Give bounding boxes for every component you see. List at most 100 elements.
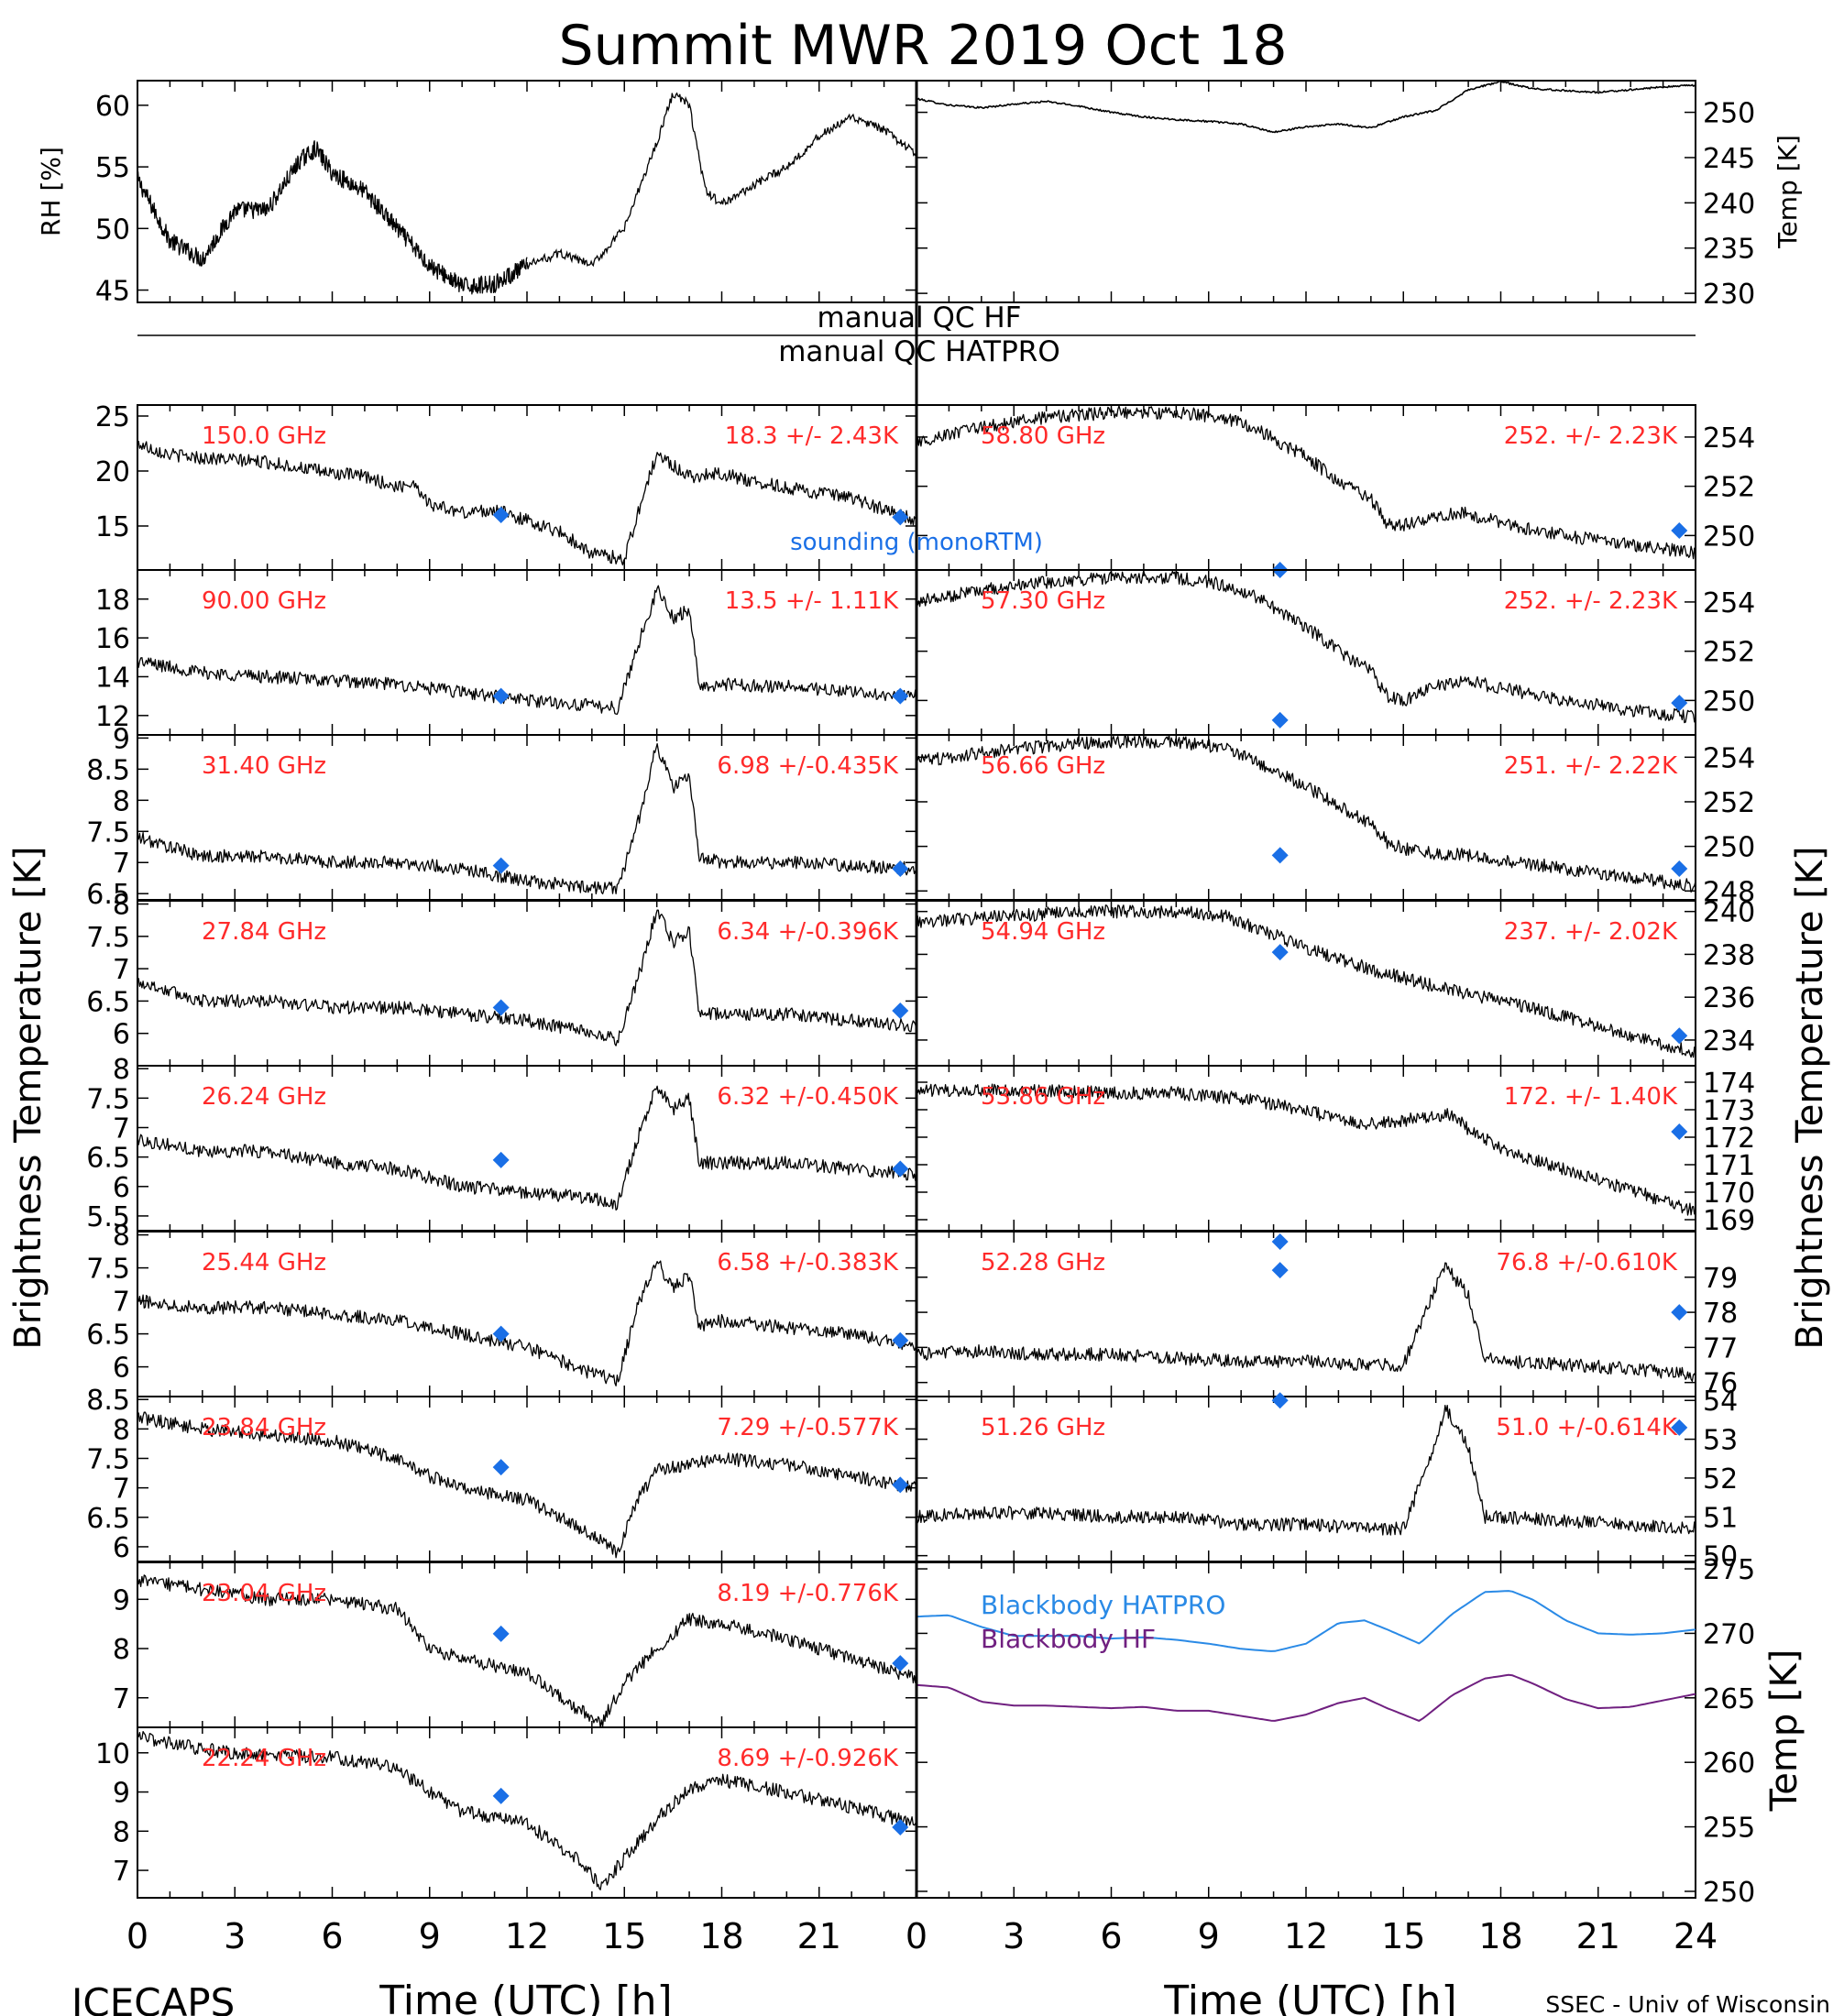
y-tick-label: 7.5 [86, 1254, 130, 1286]
y-tick-label: 8 [113, 1634, 130, 1666]
y-tick-label: 50 [1703, 1541, 1738, 1573]
stats-label: 13.5 +/- 1.11K [725, 587, 899, 615]
stats-label: 8.69 +/-0.926K [717, 1745, 899, 1772]
x-tick-label: 9 [1198, 1916, 1220, 1956]
y-tick-label: 20 [95, 456, 130, 488]
panel-blackbody: 250 255 260 265 270 275 Temp [K] Blackbody HATP… [916, 1554, 1806, 1909]
panel-tb_2624: 5.566.577.58 26.24 GHz 6.32 +/-0.450K [86, 1054, 917, 1233]
x-tick-label: 18 [699, 1916, 743, 1956]
series-line-tb_2784 [137, 909, 917, 1046]
stats-label: 51.0 +/-0.614K [1496, 1414, 1678, 1441]
y-tick-label: 78 [1703, 1298, 1738, 1330]
y-tick-label: 6 [113, 1019, 130, 1051]
series-line-rh [137, 140, 528, 295]
y-tick-label: 79 [1703, 1263, 1738, 1295]
stats-label: 6.34 +/-0.396K [717, 918, 899, 946]
y-tick-label: 7 [113, 1287, 130, 1319]
stats-label: 6.32 +/-0.450K [717, 1083, 899, 1111]
sounding-marker [492, 1325, 510, 1342]
panel-tb_2384: 66.577.588.5 23.84 GHz 7.29 +/-0.577K [86, 1385, 917, 1564]
series-line-tb_5126 [916, 1405, 1696, 1536]
panel-tb_150: 15 20 25 150.0 GHz 18.3 +/- 2.43K [95, 401, 917, 571]
channel-label: 26.24 GHz [202, 1083, 326, 1111]
x-tick-label: 3 [1003, 1916, 1025, 1956]
y-tick-label: 252 [1703, 472, 1755, 504]
x-tick-label: 6 [321, 1916, 343, 1956]
series-line-tb_5228 [916, 1262, 1696, 1382]
y-tick-label: 230 [1703, 279, 1755, 311]
y-tick-label: 8.5 [86, 1385, 130, 1417]
sounding-marker [892, 1003, 909, 1019]
sounding-marker [492, 687, 510, 705]
panel-tb_5886: 250 252 254 58.80 GHz 252. +/- 2.23K [916, 404, 1755, 578]
y-tick-label: 7.5 [86, 922, 130, 954]
right-y-axis-label: Brightness Temperature [K] [1789, 846, 1831, 1349]
y-tick-label: 240 [1703, 188, 1755, 220]
y-tick-label: 238 [1703, 939, 1755, 971]
y-tick-label: 171 [1703, 1150, 1755, 1182]
sounding-marker [1271, 1262, 1289, 1279]
x-tick-label: 15 [602, 1916, 646, 1956]
stats-label: 237. +/- 2.02K [1504, 918, 1678, 946]
y-tick-label: 8 [113, 1816, 130, 1848]
stats-label: 7.29 +/-0.577K [717, 1414, 899, 1441]
y-tick-label: 240 [1703, 897, 1755, 929]
sounding-marker [892, 1819, 909, 1836]
x-tick-label: 0 [906, 1916, 927, 1956]
y-tick-label: 8 [113, 1221, 130, 1253]
y-tick-label: 9 [113, 1584, 130, 1616]
footer-right: SSEC - Univ of Wisconsin [1545, 1991, 1830, 2016]
channel-label: 52.28 GHz [981, 1249, 1105, 1276]
panel-tb_2784: 66.577.58 27.84 GHz 6.34 +/-0.396K [86, 890, 917, 1067]
y-tick-label: 252 [1703, 637, 1755, 669]
panel-tb_3140: 6.577.588.59 31.40 GHz 6.98 +/-0.435K [86, 723, 917, 911]
y-tick-label: 6.5 [86, 879, 130, 911]
x-tick-label: 24 [1674, 1916, 1718, 1956]
y-tick-label: 7 [113, 1856, 130, 1888]
sounding-marker [492, 1787, 510, 1804]
y-axis-title: Temp [K] [1763, 1649, 1806, 1813]
y-tick-label: 18 [95, 585, 130, 617]
y-tick-label: 275 [1703, 1554, 1755, 1586]
line-blackbody-hf [916, 1673, 1696, 1722]
y-tick-label: 8 [113, 1414, 130, 1446]
y-tick-label: 8 [113, 785, 130, 817]
qc-hatpro-label: manual QC HATPRO [778, 335, 1060, 368]
channel-label: 58.80 GHz [981, 422, 1105, 450]
y-tick-label: 25 [95, 401, 130, 433]
y-tick-label: 9 [113, 1778, 130, 1810]
x-tick-label: 21 [1576, 1916, 1620, 1956]
panel-tb_2544: 66.577.58 25.44 GHz 6.58 +/-0.383K [86, 1221, 917, 1397]
channel-label: 150.0 GHz [202, 422, 326, 450]
sounding-marker [892, 1476, 909, 1494]
sounding-marker [492, 1625, 510, 1642]
y-tick-label: 54 [1703, 1386, 1738, 1418]
channel-label: 57.30 GHz [981, 587, 1105, 615]
series-line-tb_150 [137, 440, 917, 566]
y-tick-label: 6 [113, 1172, 130, 1204]
panel-tb_5126: 50 51 52 53 54 51.26 GHz 51.0 +/-0.614K [916, 1386, 1738, 1573]
y-tick-label: 236 [1703, 982, 1755, 1014]
stats-label: 251. +/- 2.22K [1504, 752, 1678, 780]
y-tick-label: 12 [95, 701, 130, 733]
series-line-tb_5496 [916, 904, 1696, 1058]
y-tick-label: 270 [1703, 1618, 1755, 1650]
stats-label: 252. +/- 2.23K [1504, 587, 1678, 615]
channel-label: 54.94 GHz [981, 918, 1105, 946]
y-tick-label: 169 [1703, 1205, 1755, 1237]
sounding-marker [1671, 1419, 1688, 1436]
series-line-tb_90 [137, 585, 917, 715]
legend-blackbody-hatpro: Blackbody HATPRO [981, 1590, 1225, 1620]
channel-label: 51.26 GHz [981, 1414, 1105, 1441]
sounding-marker [1271, 1233, 1289, 1250]
y-tick-label: 6.5 [86, 1320, 130, 1352]
channel-label: 27.84 GHz [202, 918, 326, 946]
legend-blackbody-hf: Blackbody HF [981, 1624, 1156, 1654]
y-tick-label: 245 [1703, 143, 1755, 175]
sounding-marker [492, 857, 510, 874]
channel-label: 53.86 GHz [981, 1083, 1105, 1111]
sounding-marker [892, 509, 909, 526]
